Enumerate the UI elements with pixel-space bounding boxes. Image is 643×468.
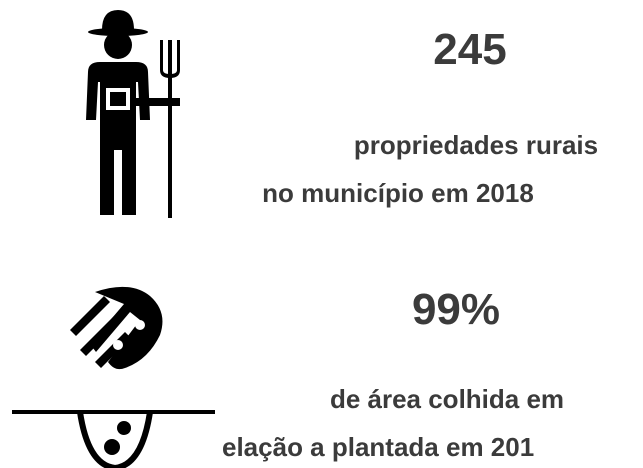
hand-icon: [70, 286, 163, 370]
stat-label: de área colhida em: [330, 384, 564, 414]
stat-label: no município em 2018: [262, 178, 534, 208]
stat-label: propriedades rurais: [354, 130, 598, 160]
farmer-icon: [86, 10, 180, 218]
stat-label: elação a plantada em 201: [222, 432, 534, 462]
seed-icon: [12, 410, 215, 468]
stat-value: 99%: [412, 285, 500, 334]
stat-value: 245: [433, 25, 506, 74]
